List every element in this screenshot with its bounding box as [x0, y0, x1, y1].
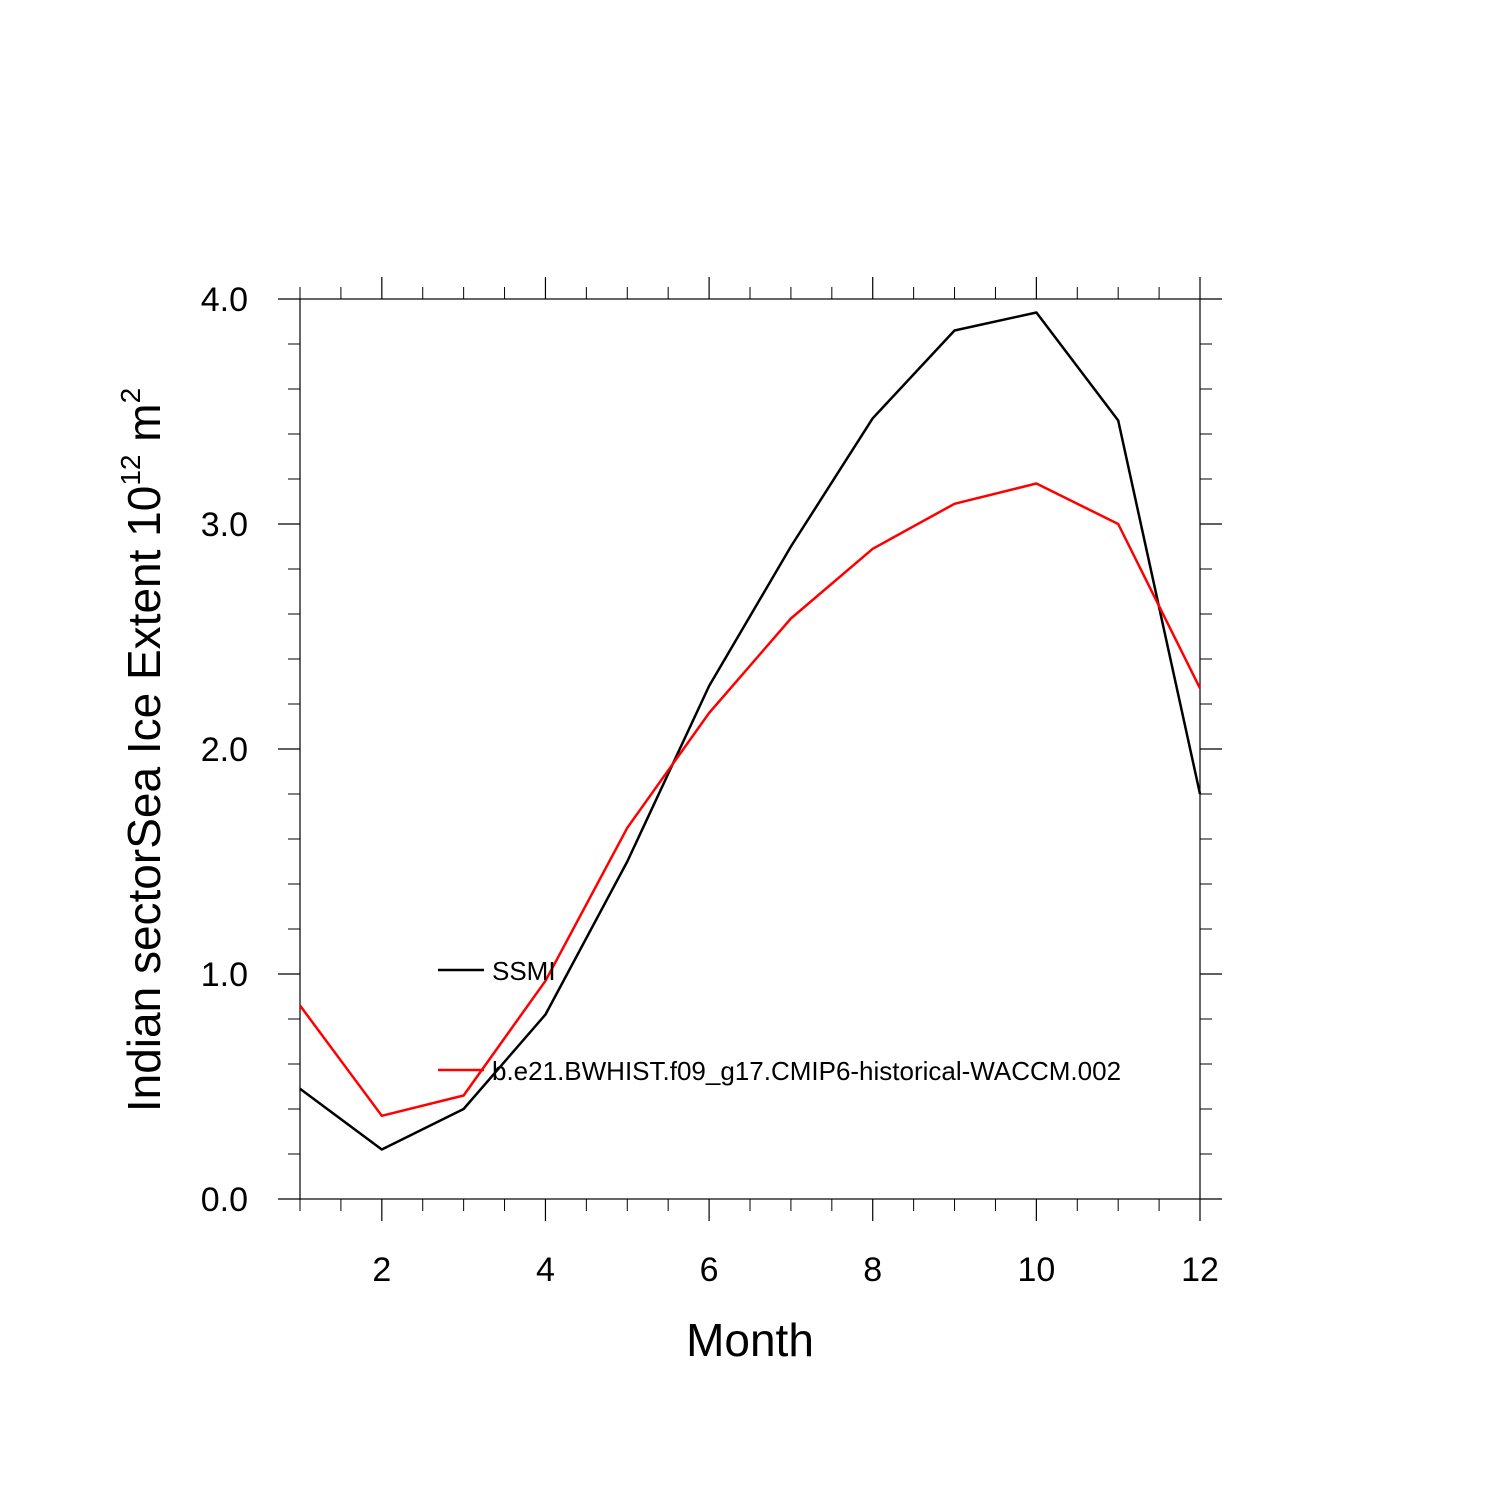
x-tick-label: 4 [536, 1251, 555, 1289]
legend-label-waccm: b.e21.BWHIST.f09_g17.CMIP6-historical-WA… [492, 1056, 1121, 1086]
series-lines [298, 311, 1202, 1151]
major-ticks [278, 277, 1222, 1221]
y-axis-title-exponent: 12 [115, 455, 146, 486]
y-tick-label: 3.0 [201, 506, 248, 544]
x-tick-label: 6 [700, 1251, 719, 1289]
y-tick-label: 2.0 [201, 731, 248, 769]
x-tick-label: 8 [863, 1251, 882, 1289]
minor-ticks [288, 287, 1212, 1211]
series-line-0 [299, 311, 1202, 1151]
y-axis-title-main: Indian sectorSea Ice Extent 10 [118, 486, 170, 1113]
x-tick-label: 12 [1181, 1251, 1219, 1289]
legend-label-ssmi: SSMI [492, 956, 556, 986]
x-tick-labels: 2 4 6 8 10 12 [372, 1251, 1219, 1289]
series-line-1 [298, 482, 1202, 1118]
y-tick-label: 0.0 [201, 1181, 248, 1219]
legend: SSMI b.e21.BWHIST.f09_g17.CMIP6-historic… [438, 956, 1121, 1086]
y-tick-label: 4.0 [201, 281, 248, 319]
y-axis-title-unit: m [118, 403, 170, 454]
x-tick-label: 2 [372, 1251, 391, 1289]
y-axis-title: Indian sectorSea Ice Extent 1012 m2 [115, 388, 170, 1112]
x-axis-title: Month [686, 1314, 814, 1366]
y-tick-labels: 0.0 1.0 2.0 3.0 4.0 [201, 281, 248, 1219]
x-tick-label: 10 [1017, 1251, 1055, 1289]
y-tick-label: 1.0 [201, 956, 248, 994]
y-axis-title-unit-exponent: 2 [115, 388, 146, 404]
